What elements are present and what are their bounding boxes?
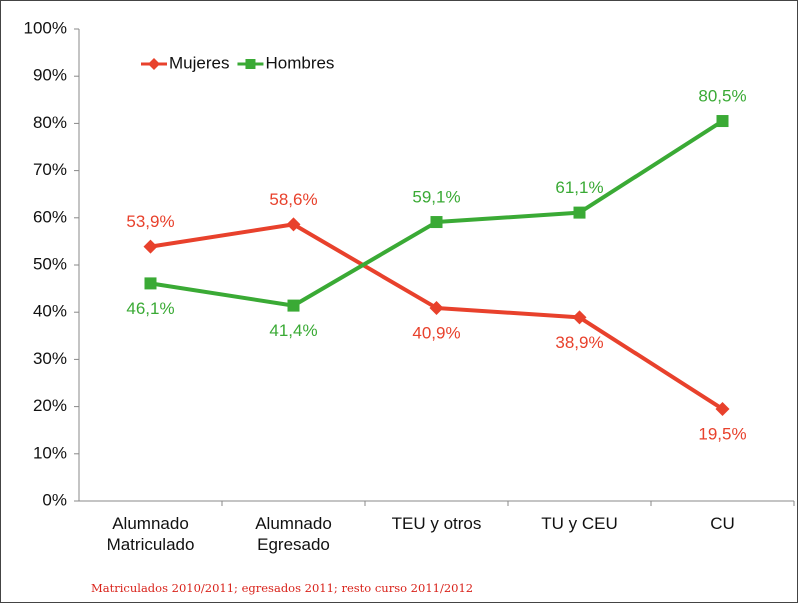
- y-tick-label: 70%: [33, 160, 67, 179]
- line: [150, 222, 724, 411]
- data-label: 80,5%: [698, 87, 746, 106]
- point: [429, 300, 444, 315]
- point: [286, 217, 301, 232]
- data-label: 41,4%: [269, 321, 317, 340]
- y-tick-label: 20%: [33, 396, 67, 415]
- point: [573, 206, 586, 219]
- x-tick-label: CU: [710, 514, 735, 533]
- y-tick-label: 80%: [33, 113, 67, 132]
- legend-marker: [245, 59, 256, 69]
- line: [150, 119, 724, 308]
- data-label: 19,5%: [698, 424, 746, 443]
- point: [572, 310, 587, 325]
- point: [143, 239, 158, 254]
- data-label: 53,9%: [126, 212, 174, 231]
- data-label: 61,1%: [555, 178, 603, 197]
- y-tick-label: 10%: [33, 443, 67, 462]
- data-label: 58,6%: [269, 190, 317, 209]
- data-label: 46,1%: [126, 299, 174, 318]
- legend-label: Hombres: [265, 53, 334, 72]
- y-tick-label: 50%: [33, 254, 67, 273]
- y-tick-label: 0%: [42, 490, 67, 509]
- point: [287, 299, 300, 312]
- y-tick-label: 30%: [33, 349, 67, 368]
- point: [144, 277, 157, 290]
- point: [715, 401, 730, 416]
- y-tick-label: 60%: [33, 207, 67, 226]
- x-tick-label: Alumnado Egresado: [255, 514, 332, 554]
- x-tick-label: TEU y otros: [391, 514, 482, 533]
- y-tick-label: 100%: [24, 18, 67, 37]
- x-tick-label: Alumnado Matriculado: [106, 514, 195, 554]
- legend-label: Mujeres: [169, 53, 229, 72]
- data-label: 59,1%: [412, 188, 460, 207]
- y-tick-label: 90%: [33, 66, 67, 85]
- legend-marker: [148, 58, 160, 70]
- footnote: Matriculados 2010/2011; egresados 2011; …: [91, 581, 474, 595]
- y-tick-label: 40%: [33, 302, 67, 321]
- point: [716, 115, 729, 128]
- point: [430, 216, 443, 229]
- data-label: 38,9%: [555, 333, 603, 352]
- data-label: 40,9%: [412, 323, 460, 342]
- x-tick-label: TU y CEU: [541, 514, 618, 533]
